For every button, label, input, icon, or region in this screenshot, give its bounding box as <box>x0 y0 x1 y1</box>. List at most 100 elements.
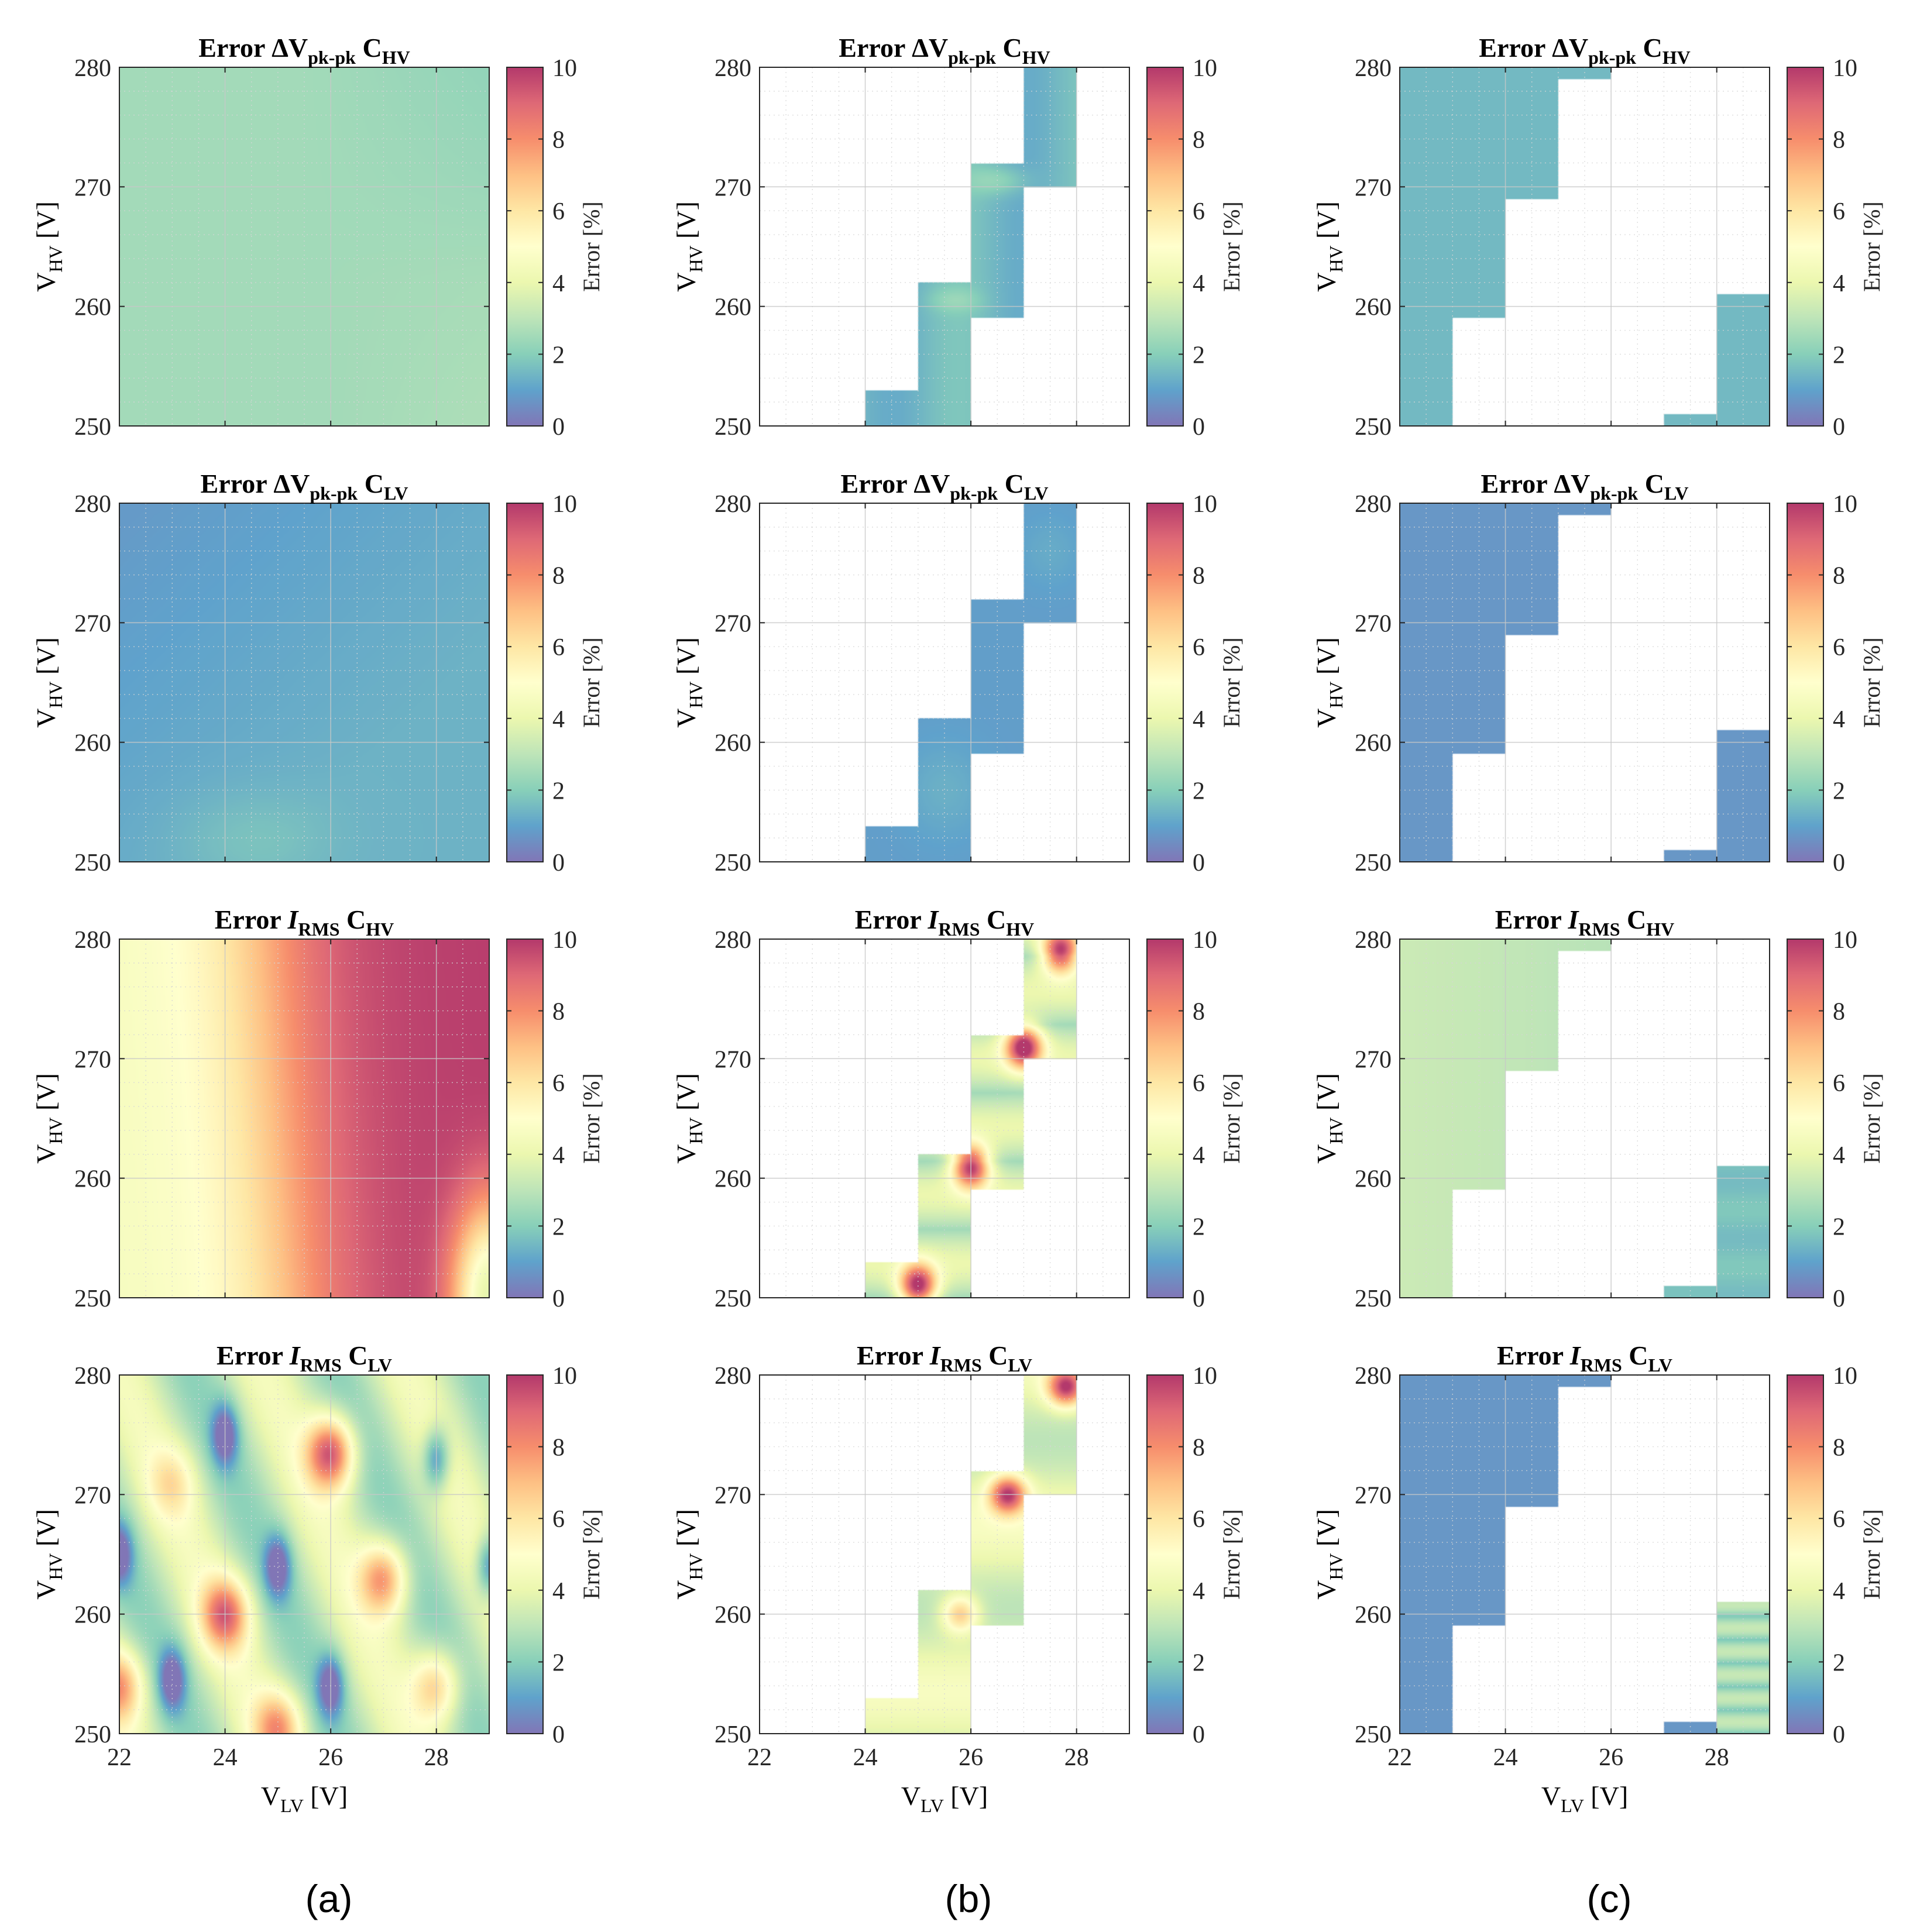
y-tick-label: 250 <box>74 850 111 876</box>
colorbar-tick-label: 4 <box>552 1142 565 1169</box>
plot-frame <box>1399 1374 1770 1734</box>
y-axis-label-unit: [V] <box>671 1073 701 1117</box>
grid <box>1400 67 1770 426</box>
x-axis-label-sub: LV <box>1561 1795 1584 1816</box>
y-axis-label: VHV [V] <box>1311 1073 1347 1164</box>
heatmap-image <box>119 1375 489 1734</box>
x-tick-label: 22 <box>1387 1744 1412 1771</box>
y-tick-label: 270 <box>74 610 111 637</box>
y-tick-label: 280 <box>74 55 111 82</box>
title-quantity: I <box>289 1340 301 1370</box>
ticks <box>759 939 1129 1298</box>
panel-title: Error ΔVpk-pk CHV <box>1479 33 1690 68</box>
y-tick-label: 270 <box>1355 1482 1392 1509</box>
colorbar-tick-label: 8 <box>552 127 565 154</box>
plot-frame <box>759 939 1130 1298</box>
y-axis-label-sub: HV <box>45 1553 66 1580</box>
title-component-sub: HV <box>366 919 394 940</box>
heatmap-image <box>119 939 489 1298</box>
title-quantity-sub: RMS <box>940 1355 982 1376</box>
colorbar-tick-label: 4 <box>1193 1578 1205 1605</box>
y-tick-label: 260 <box>74 294 111 321</box>
title-space: C <box>342 1340 368 1370</box>
y-tick-label: 280 <box>1355 927 1392 954</box>
colorbar: 0 2 4 6 8 10 Error [%] <box>1146 1363 1245 1748</box>
x-tick-label: 22 <box>747 1744 772 1771</box>
x-tick-label: 26 <box>959 1744 983 1771</box>
ticks <box>119 503 489 862</box>
y-tick-label: 270 <box>715 610 751 637</box>
title-space: C <box>982 1340 1008 1370</box>
colorbar-frame <box>1146 67 1184 427</box>
y-axis-label-sub: HV <box>685 1553 706 1580</box>
y-tick-label: 270 <box>1355 174 1392 201</box>
colorbar-tick-label: 2 <box>1193 1649 1205 1676</box>
panel-title: Error IRMS CHV <box>855 905 1035 940</box>
colorbar-tick-label: 4 <box>552 270 565 297</box>
title-space: C <box>1620 905 1647 934</box>
title-prefix: Error <box>215 905 288 934</box>
y-axis-label-unit: [V] <box>1311 201 1341 245</box>
title-component-sub: LV <box>1008 1355 1033 1376</box>
colorbar-tick-label: 2 <box>1193 778 1205 805</box>
y-axis-label: VHV [V] <box>31 1509 66 1600</box>
y-axis-label-main: V <box>671 709 701 728</box>
panel-r2-b: 250 260 270 280 VHV [V] Error ΔVpk-pk CLV 0 2 4 6… <box>671 469 1245 876</box>
colorbar-tick-label: 4 <box>1193 1142 1205 1169</box>
plot-frame <box>759 1374 1130 1734</box>
y-axis-label-unit: [V] <box>671 201 701 245</box>
title-quantity-sub: pk-pk <box>310 483 358 504</box>
colorbar-label: Error [%] <box>1218 1073 1245 1163</box>
colorbar-tick-label: 0 <box>1833 414 1845 441</box>
y-tick-label: 250 <box>1355 1285 1392 1312</box>
title-quantity: I <box>287 905 300 934</box>
colorbar-frame <box>1787 1374 1824 1734</box>
title-quantity: I <box>928 905 940 934</box>
x-axis-label-main: V <box>1541 1781 1561 1811</box>
x-tick-label: 24 <box>213 1744 238 1771</box>
y-axis-label-unit: [V] <box>31 637 61 681</box>
y-tick-label: 270 <box>1355 610 1392 637</box>
y-axis-label-unit: [V] <box>1311 1509 1341 1553</box>
colorbar-tick-label: 8 <box>1193 999 1205 1026</box>
colorbar-tick-label: 0 <box>552 1721 565 1748</box>
y-axis-label: VHV [V] <box>671 637 706 728</box>
title-quantity-sub: pk-pk <box>308 47 356 68</box>
y-axis-label-main: V <box>671 1144 701 1164</box>
colorbar-gradient <box>1787 1375 1823 1734</box>
x-axis-label: VLV [V] <box>901 1781 988 1816</box>
ticks <box>119 939 489 1298</box>
y-tick-label: 270 <box>1355 1046 1392 1073</box>
x-tick-label: 26 <box>1599 1744 1623 1771</box>
title-component-sub: LV <box>384 483 408 504</box>
x-axis-label: VLV [V] <box>1541 1781 1628 1816</box>
y-tick-label: 260 <box>1355 730 1392 757</box>
colorbar-tick-label: 10 <box>1193 491 1217 518</box>
colorbar-tick-label: 10 <box>552 55 577 82</box>
colorbar-tick-label: 8 <box>552 563 565 590</box>
colorbar: 0 2 4 6 8 10 Error [%] <box>1787 1363 1885 1748</box>
x-tick-label: 28 <box>1705 1744 1729 1771</box>
y-axis-label-sub: HV <box>45 681 66 708</box>
colorbar: 0 2 4 6 8 10 Error [%] <box>1787 55 1885 441</box>
colorbar-tick-label: 2 <box>1193 1213 1205 1240</box>
y-axis-label-unit: [V] <box>31 1509 61 1553</box>
title-prefix: Error <box>1497 1340 1570 1370</box>
colorbar-tick-label: 8 <box>1833 1435 1845 1462</box>
grid <box>1400 939 1770 1298</box>
title-quantity-sub: pk-pk <box>948 47 996 68</box>
y-tick-label: 260 <box>74 1602 111 1629</box>
colorbar: 0 2 4 6 8 10 Error [%] <box>506 55 604 441</box>
x-tick-label: 28 <box>1064 1744 1089 1771</box>
ticks <box>1399 67 1770 427</box>
colorbar-tick-label: 10 <box>552 491 577 518</box>
x-tick-label: 24 <box>853 1744 878 1771</box>
plot-frame <box>1399 503 1770 862</box>
x-axis-label-unit: [V] <box>304 1781 348 1811</box>
grid <box>119 939 489 1298</box>
colorbar-tick-label: 10 <box>1193 1363 1217 1390</box>
y-axis-label-sub: HV <box>1325 1117 1347 1144</box>
y-tick-label: 280 <box>715 927 751 954</box>
